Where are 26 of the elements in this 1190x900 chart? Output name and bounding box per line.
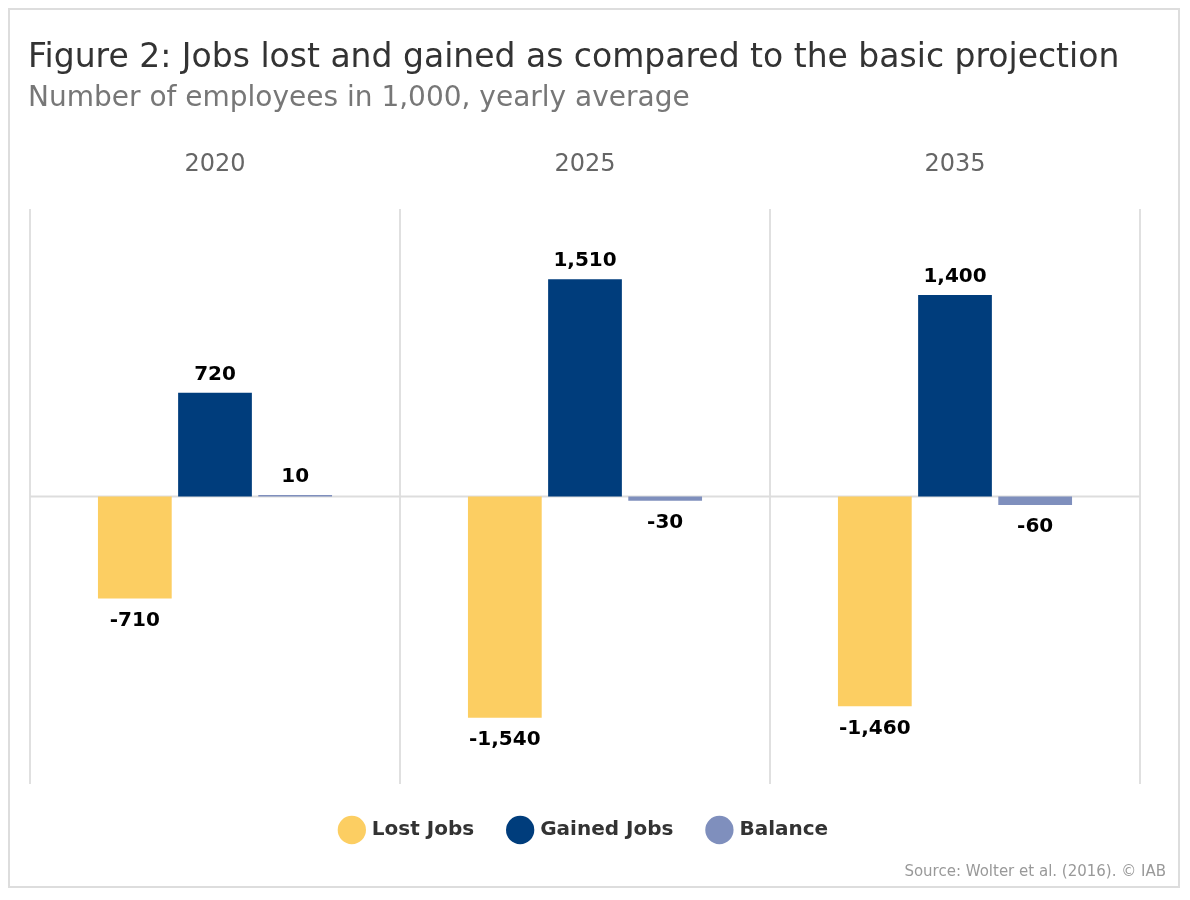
bar xyxy=(178,392,252,497)
data-label: -1,540 xyxy=(469,726,541,751)
bar xyxy=(918,295,992,497)
data-label: 1,400 xyxy=(923,263,987,288)
source-note: Source: Wolter et al. (2016). © IAB xyxy=(904,862,1166,880)
x-tick-label: 2035 xyxy=(924,148,986,177)
legend-label: Lost Jobs xyxy=(371,816,475,841)
data-label: -1,460 xyxy=(839,714,911,739)
bar xyxy=(837,496,912,707)
bar xyxy=(998,496,1073,506)
bar xyxy=(467,496,542,718)
x-tick-label: 2025 xyxy=(554,148,616,177)
data-label: 720 xyxy=(194,361,236,386)
data-label: 10 xyxy=(281,463,310,488)
data-label: -60 xyxy=(1017,513,1054,538)
chart-subtitle: Number of employees in 1,000, yearly average xyxy=(28,80,690,113)
x-tick-label: 2020 xyxy=(184,148,246,177)
bar xyxy=(97,496,172,599)
chart-title: Figure 2: Jobs lost and gained as compared to the basic projection xyxy=(28,36,1120,75)
legend-label: Gained Jobs xyxy=(540,816,674,841)
bar xyxy=(548,279,622,497)
legend-label: Balance xyxy=(739,816,829,841)
data-label: -710 xyxy=(109,606,160,631)
data-label: 1,510 xyxy=(553,247,617,272)
bar xyxy=(628,496,703,501)
data-label: -30 xyxy=(647,508,684,533)
